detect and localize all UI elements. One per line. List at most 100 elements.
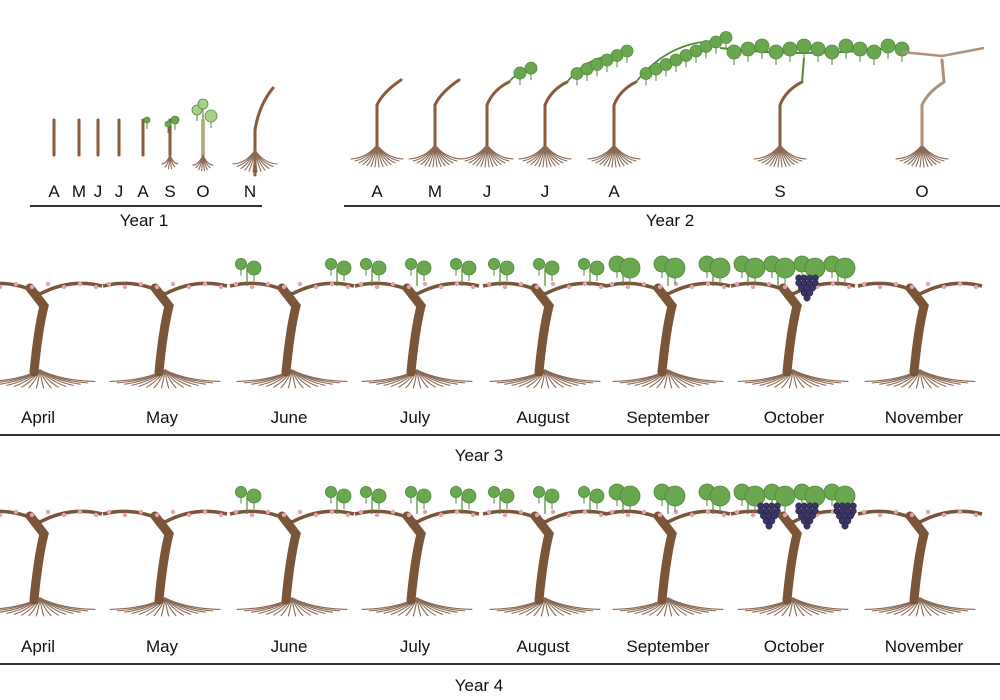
leaf-blade bbox=[487, 485, 500, 498]
year1-plant-dormant-cane bbox=[232, 86, 278, 177]
leaf-blade bbox=[324, 257, 337, 270]
leaf-blade bbox=[619, 485, 641, 507]
grape-cluster bbox=[795, 502, 819, 530]
cordon bbox=[857, 281, 983, 296]
blossom bbox=[689, 284, 695, 290]
blossom bbox=[374, 284, 380, 290]
leaf bbox=[416, 488, 432, 509]
blossom bbox=[93, 284, 99, 290]
root-strand bbox=[792, 369, 849, 382]
root-strand bbox=[164, 597, 221, 610]
blossom bbox=[313, 512, 319, 518]
trunk bbox=[402, 283, 426, 377]
cordon bbox=[857, 509, 983, 524]
blossom bbox=[609, 281, 615, 287]
year1-month-label: M bbox=[71, 182, 87, 201]
leaf-blade bbox=[416, 260, 432, 276]
year3-month-label: July bbox=[399, 408, 431, 427]
roots bbox=[192, 154, 214, 172]
blossom bbox=[265, 509, 271, 515]
root-strand bbox=[169, 154, 179, 165]
leaf bbox=[234, 485, 247, 504]
blossom bbox=[625, 512, 631, 518]
blossom bbox=[766, 281, 772, 287]
blossom bbox=[390, 281, 396, 287]
blossom bbox=[782, 284, 788, 290]
root-strand bbox=[613, 144, 641, 160]
blossom bbox=[673, 509, 679, 515]
blossom bbox=[77, 281, 83, 287]
trunk bbox=[530, 283, 554, 377]
roots bbox=[0, 597, 96, 617]
leaf-blade bbox=[852, 41, 868, 57]
root-strand bbox=[544, 597, 601, 610]
blossom bbox=[186, 284, 192, 290]
leaf-blade bbox=[234, 485, 247, 498]
cordon bbox=[102, 509, 228, 524]
leaf-blade bbox=[371, 488, 387, 504]
blossom bbox=[657, 284, 663, 290]
blossom bbox=[909, 284, 915, 290]
blossom bbox=[566, 284, 572, 290]
cordon bbox=[605, 281, 731, 296]
blossom bbox=[861, 509, 867, 515]
year1-plant-bud bbox=[141, 116, 151, 157]
roots bbox=[236, 369, 348, 389]
root-strand bbox=[919, 369, 976, 382]
leaf-blade bbox=[774, 257, 796, 279]
leaf bbox=[578, 257, 591, 276]
year1-panel bbox=[52, 86, 278, 177]
leaf-blade bbox=[143, 116, 151, 124]
cane bbox=[433, 78, 461, 147]
leaf-blade bbox=[709, 485, 731, 507]
blossom bbox=[705, 509, 711, 515]
blossom bbox=[438, 512, 444, 518]
leaf-blade bbox=[810, 41, 826, 57]
cordon bbox=[354, 509, 480, 524]
blossom bbox=[534, 512, 540, 518]
blossom bbox=[122, 512, 128, 518]
vine-august bbox=[482, 257, 608, 389]
blossom bbox=[957, 281, 963, 287]
vine-october bbox=[730, 255, 856, 389]
blossom bbox=[406, 284, 412, 290]
cane bbox=[543, 80, 569, 147]
leaf bbox=[324, 257, 337, 276]
blossom bbox=[154, 284, 160, 290]
leaf bbox=[449, 257, 462, 276]
year4-title: Year 4 bbox=[454, 676, 504, 695]
blossom bbox=[297, 509, 303, 515]
blossom bbox=[154, 512, 160, 518]
year2-panel bbox=[350, 31, 985, 168]
leaf bbox=[371, 488, 387, 509]
leaf-blade bbox=[589, 260, 605, 276]
blossom bbox=[202, 509, 208, 515]
roots bbox=[109, 369, 221, 389]
blossom bbox=[721, 512, 727, 518]
root-strand bbox=[667, 597, 724, 610]
leaf-blade bbox=[620, 44, 634, 58]
root-strand bbox=[486, 144, 514, 160]
leaf-blade bbox=[404, 257, 417, 270]
year1-month-label: A bbox=[137, 182, 149, 201]
blossom bbox=[750, 512, 756, 518]
leaf bbox=[324, 485, 337, 504]
blossom bbox=[689, 512, 695, 518]
blossom bbox=[345, 512, 351, 518]
blossom bbox=[281, 284, 287, 290]
blossom bbox=[750, 284, 756, 290]
blossom bbox=[518, 509, 524, 515]
leaf-blade bbox=[754, 38, 770, 54]
leaf bbox=[852, 41, 868, 62]
leaf-blade bbox=[782, 41, 798, 57]
blossom bbox=[170, 509, 176, 515]
blossom bbox=[45, 281, 51, 287]
vine-november bbox=[857, 509, 983, 617]
blossom bbox=[909, 512, 915, 518]
roots bbox=[737, 369, 849, 389]
trunk bbox=[530, 511, 554, 605]
roots bbox=[864, 597, 976, 617]
blossom bbox=[345, 284, 351, 290]
trunk bbox=[778, 283, 802, 377]
blossom bbox=[138, 509, 144, 515]
